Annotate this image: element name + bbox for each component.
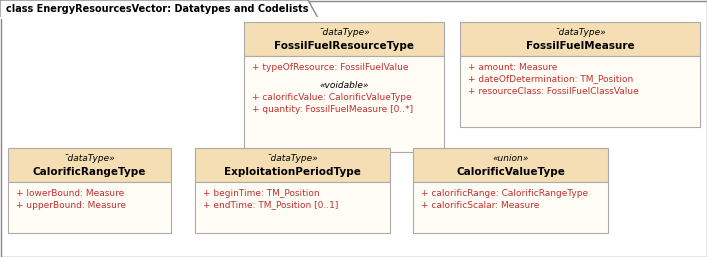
Bar [244,56,444,152]
Text: ¯dataType»: ¯dataType» [318,28,370,37]
Text: + calorificValue: CalorificValueType: + calorificValue: CalorificValueType [252,93,411,102]
Text: + quantity: FossilFuelMeasure [0..*]: + quantity: FossilFuelMeasure [0..*] [252,105,413,114]
Text: ExploitationPeriodType: ExploitationPeriodType [224,168,361,178]
Bar [460,22,700,56]
Bar [460,56,700,127]
Text: + calorificScalar: Measure: + calorificScalar: Measure [421,200,539,209]
Text: CalorificRangeType: CalorificRangeType [33,168,146,178]
Text: «union»: «union» [492,154,529,163]
Text: + lowerBound: Measure: + lowerBound: Measure [16,188,124,197]
Bar [413,182,608,233]
Bar [8,182,171,233]
Bar [413,148,608,182]
Text: ¯dataType»: ¯dataType» [64,154,115,163]
Text: FossilFuelMeasure: FossilFuelMeasure [526,41,634,51]
Text: + calorificRange: CalorificRangeType: + calorificRange: CalorificRangeType [421,188,588,197]
Text: CalorificValueType: CalorificValueType [456,168,565,178]
Text: + endTime: TM_Position [0..1]: + endTime: TM_Position [0..1] [203,200,339,209]
Text: + resourceClass: FossilFuelClassValue: + resourceClass: FossilFuelClassValue [468,87,638,96]
Bar [8,148,171,182]
Text: + upperBound: Measure: + upperBound: Measure [16,200,126,209]
Text: + dateOfDetermination: TM_Position: + dateOfDetermination: TM_Position [468,75,633,84]
Text: ¯dataType»: ¯dataType» [267,154,318,163]
Bar [195,148,390,182]
Text: FossilFuelResourceType: FossilFuelResourceType [274,41,414,51]
Text: + typeOfResource: FossilFuelValue: + typeOfResource: FossilFuelValue [252,62,409,71]
Text: class EnergyResourcesVector: Datatypes and Codelists: class EnergyResourcesVector: Datatypes a… [6,4,308,14]
Text: «voidable»: «voidable» [320,80,368,89]
Text: + amount: Measure: + amount: Measure [468,62,557,71]
Bar [244,22,444,56]
Bar [195,182,390,233]
Text: + beginTime: TM_Position: + beginTime: TM_Position [203,188,320,197]
Polygon shape [0,0,318,18]
Text: ¯dataType»: ¯dataType» [554,28,606,37]
